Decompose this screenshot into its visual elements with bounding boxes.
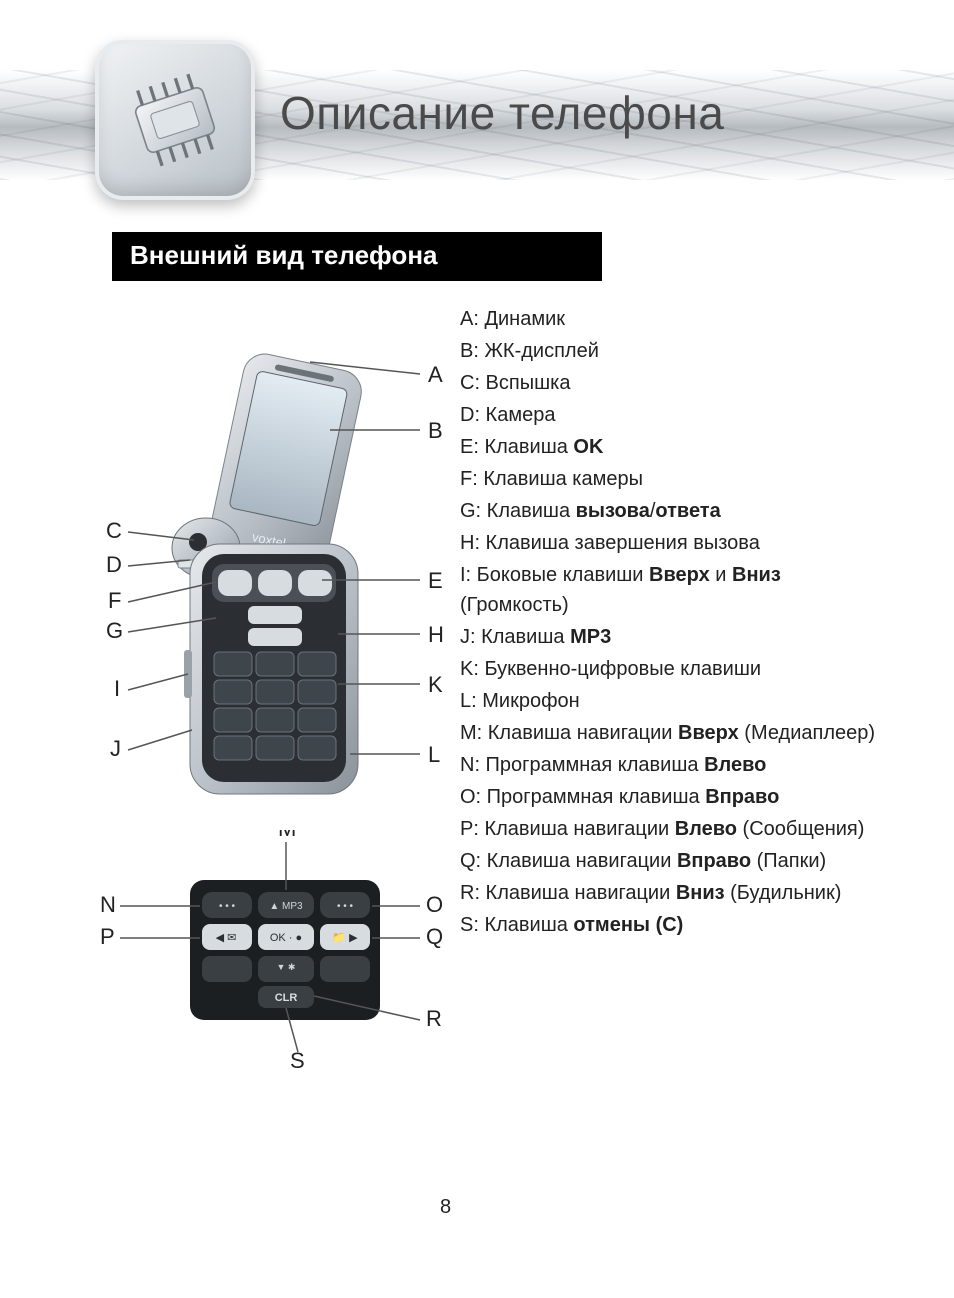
legend-item: Q: Клавиша навигации Вправо (Папки) — [460, 846, 880, 876]
legend-item: D: Камера — [460, 400, 880, 430]
svg-text:L: L — [428, 742, 440, 767]
legend-item: G: Клавиша вызова/ответа — [460, 496, 880, 526]
svg-text:C: C — [106, 518, 122, 543]
legend-item: M: Клавиша навигации Вверх (Медиаплеер) — [460, 718, 880, 748]
legend-item: K: Буквенно-цифровые клавиши — [460, 654, 880, 684]
legend-item: S: Клавиша отмены (C) — [460, 910, 880, 940]
svg-text:I: I — [114, 676, 120, 701]
svg-text:D: D — [106, 552, 122, 577]
svg-text:• • •: • • • — [219, 901, 236, 912]
legend-item: H: Клавиша завершения вызова — [460, 528, 880, 558]
svg-text:K: K — [428, 672, 443, 697]
svg-text:N: N — [100, 892, 116, 917]
page-number: 8 — [440, 1196, 451, 1219]
svg-text:M: M — [278, 830, 296, 841]
legend-item: C: Вспышка — [460, 368, 880, 398]
svg-text:📁 ▶: 📁 ▶ — [332, 932, 358, 944]
phone-diagram: voxtel — [98, 330, 448, 810]
legend-item: O: Программная клавиша Вправо — [460, 782, 880, 812]
svg-text:B: B — [428, 418, 443, 443]
svg-text:F: F — [108, 588, 121, 613]
chip-graphic-icon — [120, 65, 230, 175]
legend-item: J: Клавиша MP3 — [460, 622, 880, 652]
svg-text:▼ ✱: ▼ ✱ — [277, 962, 296, 972]
svg-text:E: E — [428, 568, 443, 593]
svg-text:J: J — [110, 736, 121, 761]
svg-text:OK · ●: OK · ● — [270, 932, 302, 944]
svg-text:A: A — [428, 362, 443, 387]
header-chip-icon — [95, 40, 255, 200]
legend-item: E: Клавиша OK — [460, 432, 880, 462]
svg-text:◀ ✉: ◀ ✉ — [216, 932, 237, 944]
legend-item: A: Динамик — [460, 304, 880, 334]
legend-list: A: ДинамикB: ЖК-дисплейC: ВспышкаD: Каме… — [460, 304, 880, 942]
svg-text:G: G — [106, 618, 123, 643]
keypad-diagram: • • • ▲ MP3 • • • ◀ ✉ OK · ● 📁 ▶ ▼ ✱ CLR… — [100, 830, 450, 1070]
svg-text:H: H — [428, 622, 444, 647]
section-heading: Внешний вид телефона — [112, 232, 602, 281]
svg-text:CLR: CLR — [275, 992, 298, 1004]
legend-item: I: Боковые клавиши Вверх и Вниз (Громкос… — [460, 560, 880, 620]
svg-text:▲ MP3: ▲ MP3 — [269, 901, 303, 912]
legend-item: N: Программная клавиша Влево — [460, 750, 880, 780]
legend-item: P: Клавиша навигации Влево (Сообщения) — [460, 814, 880, 844]
legend-item: B: ЖК-дисплей — [460, 336, 880, 366]
svg-text:• • •: • • • — [337, 901, 354, 912]
svg-text:R: R — [426, 1006, 442, 1031]
svg-text:O: O — [426, 892, 443, 917]
svg-text:P: P — [100, 924, 115, 949]
legend-item: F: Клавиша камеры — [460, 464, 880, 494]
page-title: Описание телефона — [280, 86, 724, 140]
svg-text:S: S — [290, 1048, 305, 1070]
legend-item: R: Клавиша навигации Вниз (Будильник) — [460, 878, 880, 908]
svg-text:Q: Q — [426, 924, 443, 949]
legend-item: L: Микрофон — [460, 686, 880, 716]
